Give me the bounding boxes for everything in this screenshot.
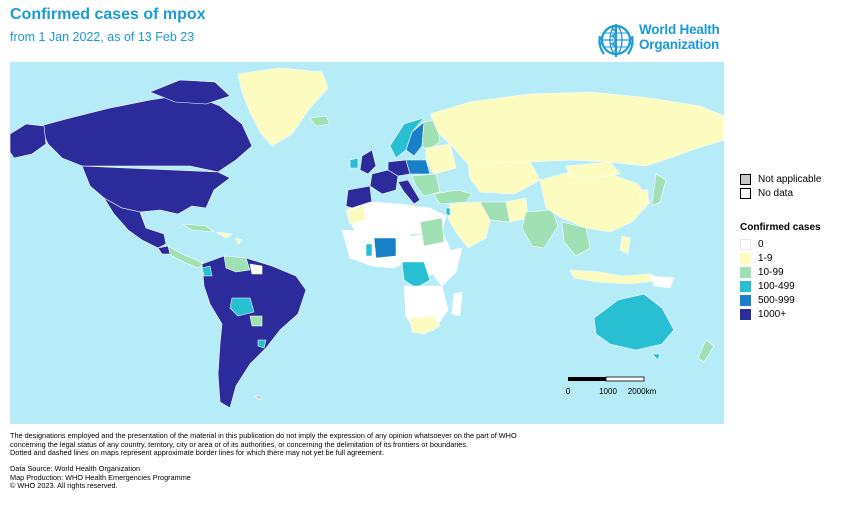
legend-label: 100-499 <box>758 280 795 292</box>
country-japan <box>651 173 667 207</box>
country-usa-alaska <box>10 123 47 159</box>
scale-bar-segment-dark <box>568 377 606 381</box>
credits: Data Source: World Health Organization M… <box>10 464 191 491</box>
country-bolivia <box>229 297 255 317</box>
country-ghana <box>365 243 373 257</box>
region-eastern-europe <box>425 143 457 175</box>
legend-swatch <box>740 238 751 250</box>
country-guianas <box>249 263 263 275</box>
country-ecuador <box>201 265 213 277</box>
scale-tick-0: 0 <box>566 387 571 396</box>
map-title: Confirmed cases of mpox <box>10 6 206 23</box>
copyright: © WHO 2023. All rights reserved. <box>10 481 118 491</box>
map-production: Map Production: WHO Health Emergencies P… <box>10 472 191 482</box>
region-central-europe <box>405 159 431 175</box>
country-iceland <box>309 115 331 127</box>
legend-item-10-99: 10-99 <box>740 266 784 278</box>
region-east-africa <box>433 247 463 287</box>
legend-swatch <box>740 173 751 185</box>
legend-item-500-999: 500-999 <box>740 294 795 306</box>
country-morocco <box>345 205 367 225</box>
country-philippines <box>619 235 631 255</box>
country-italy <box>397 179 421 205</box>
country-madagascar <box>451 291 463 317</box>
legend-item-0: 0 <box>740 238 764 250</box>
who-logo: World Health Organization <box>596 20 726 60</box>
country-mongolia <box>565 161 621 179</box>
legend-label: 10-99 <box>758 266 784 278</box>
country-sudan <box>419 217 445 247</box>
disclaimer-line: concerning the legal status of any count… <box>10 439 469 449</box>
country-drc <box>401 261 431 289</box>
scale-tick-2000: 2000km <box>628 387 657 396</box>
country-canada-islands <box>149 79 231 105</box>
country-ireland <box>349 157 359 169</box>
region-balkans <box>411 173 441 197</box>
legend-swatch <box>740 266 751 278</box>
country-paraguay <box>249 315 263 327</box>
legend-label: No data <box>758 187 794 199</box>
country-mexico <box>103 197 167 249</box>
legend-label: 0 <box>758 238 764 250</box>
scale-tick-1000: 1000 <box>599 387 617 396</box>
country-uk <box>359 149 377 175</box>
who-emblem-icon <box>598 24 634 57</box>
data-source: Data Source: World Health Organization <box>10 464 141 473</box>
legend-label: Not applicable <box>758 173 822 185</box>
country-australia <box>593 293 675 351</box>
region-south-america <box>201 255 307 409</box>
country-uruguay <box>257 339 267 349</box>
legend-swatch <box>740 308 751 320</box>
country-tasmania <box>651 353 661 361</box>
scale-bar-segment-light <box>605 376 645 382</box>
region-falklands <box>253 395 263 401</box>
legend-label: 500-999 <box>758 294 795 306</box>
legend-label: 1-9 <box>758 252 773 264</box>
map-subtitle: from 1 Jan 2022, as of 13 Feb 23 <box>10 30 195 44</box>
country-turkey <box>433 189 473 205</box>
legend-item-1-9: 1-9 <box>740 252 772 264</box>
country-germany <box>387 159 411 177</box>
country-papua-new-guinea <box>649 275 675 289</box>
country-new-zealand <box>697 339 715 363</box>
world-map: 0 1000 2000km <box>10 62 724 424</box>
country-israel <box>445 207 451 217</box>
legend-heading: Confirmed cases <box>740 222 821 233</box>
legend-swatch <box>740 280 751 292</box>
disclaimer: The designations employed and the presen… <box>10 431 630 458</box>
who-name-line1: World Health <box>639 22 720 37</box>
legend-swatch <box>740 187 751 199</box>
region-caribbean <box>215 231 243 245</box>
legend-item-not-applicable: Not applicable <box>740 173 821 185</box>
country-nigeria <box>373 237 397 259</box>
legend-item-no-data: No data <box>740 187 793 199</box>
legend-item-100-499: 100-499 <box>740 280 795 292</box>
scale-bar: 0 1000 2000km <box>566 376 657 396</box>
region-southeast-asia <box>561 221 591 257</box>
country-guatemala <box>157 245 171 255</box>
country-korea <box>639 189 649 203</box>
country-canada <box>39 93 253 173</box>
region-central-asia <box>467 161 541 195</box>
legend-swatch <box>740 294 751 306</box>
disclaimer-line: Dotted and dashed lines on maps represen… <box>10 448 384 458</box>
country-greenland <box>237 67 329 147</box>
country-cuba <box>181 223 215 233</box>
country-venezuela <box>223 255 251 273</box>
country-south-africa <box>409 315 441 335</box>
legend-item-1000-plus: 1000+ <box>740 308 786 320</box>
disclaimer-line: The designations employed and the presen… <box>10 431 517 440</box>
who-wordmark: World Health Organization <box>639 22 720 52</box>
legend-label: 1000+ <box>758 308 787 320</box>
legend-swatch <box>740 252 751 264</box>
who-name-line2: Organization <box>639 37 720 52</box>
